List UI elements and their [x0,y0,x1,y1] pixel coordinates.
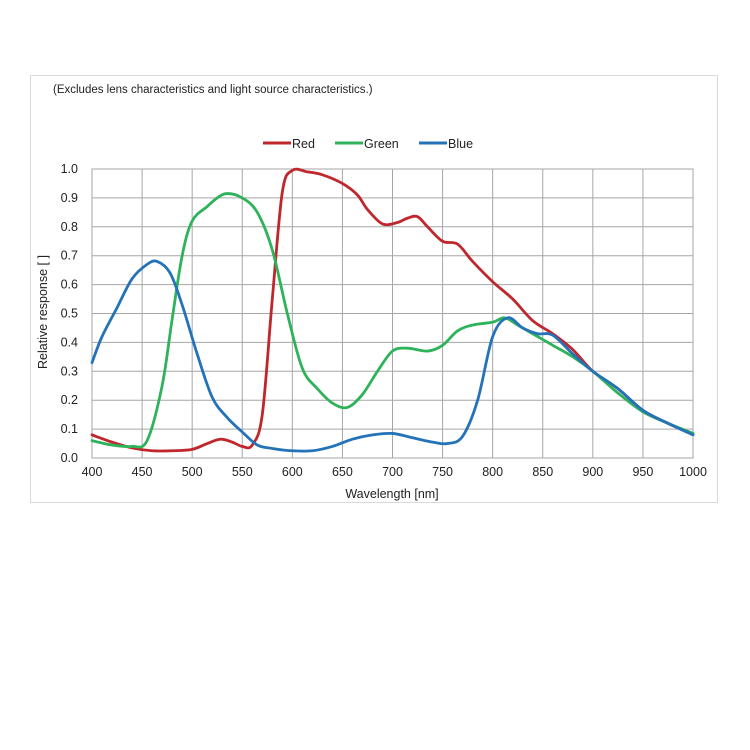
legend-label-red: Red [292,137,315,151]
legend-item-blue: Blue [419,137,473,151]
x-tick-label: 700 [382,465,403,479]
legend-label-blue: Blue [448,137,473,151]
ticks: 400 450 500 550 600 650 700 750 800 850 900 950 1000… [61,162,707,479]
x-tick-label: 1000 [679,465,707,479]
chart-note: (Excludes lens characteristics and light… [53,84,373,96]
series-line-green [90,192,695,449]
x-tick-label: 600 [282,465,303,479]
chart-frame: (Excludes lens characteristics and light… [30,75,718,503]
legend-label-green: Green [364,137,399,151]
y-tick-label: 0.8 [61,220,78,234]
y-tick-label: 0.5 [61,307,78,321]
x-tick-label: 900 [582,465,603,479]
x-tick-label: 500 [182,465,203,479]
y-axis-title: Relative response [ ] [36,255,50,369]
x-tick-label: 800 [482,465,503,479]
legend-item-red: Red [263,137,315,151]
y-tick-label: 0.0 [61,451,78,465]
chart-svg: (Excludes lens characteristics and light… [36,84,707,501]
x-tick-label: 400 [82,465,103,479]
y-tick-label: 0.3 [61,364,78,378]
x-tick-label: 450 [132,465,153,479]
legend: Red Green Blue [263,137,473,151]
x-axis-title: Wavelength [nm] [345,487,438,501]
y-tick-label: 0.2 [61,393,78,407]
y-tick-label: 0.6 [61,278,78,292]
y-tick-label: 0.9 [61,191,78,205]
series-line-red [90,167,695,453]
legend-item-green: Green [335,137,399,151]
x-tick-label: 650 [332,465,353,479]
x-tick-label: 750 [432,465,453,479]
y-tick-label: 0.4 [61,335,78,349]
series-layer [90,167,695,453]
y-tick-label: 1.0 [61,162,78,176]
x-tick-label: 950 [632,465,653,479]
x-tick-label: 550 [232,465,253,479]
y-tick-label: 0.1 [61,422,78,436]
x-tick-label: 850 [532,465,553,479]
y-tick-label: 0.7 [61,249,78,263]
series-line-blue [90,259,695,453]
grid [91,168,694,459]
